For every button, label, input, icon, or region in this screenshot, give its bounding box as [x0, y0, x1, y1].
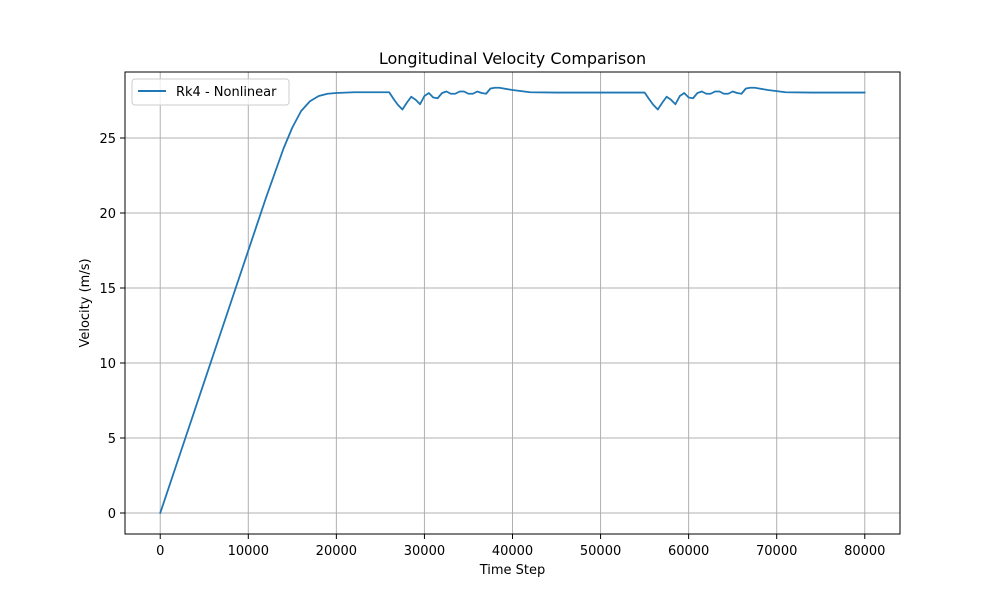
x-tick-label: 0	[156, 544, 164, 559]
y-tick-label: 20	[99, 207, 116, 222]
grid-layer	[125, 72, 900, 534]
x-tick-label: 10000	[228, 544, 269, 559]
x-tick-label: 60000	[668, 544, 709, 559]
x-ticks: 0 10000 20000 30000 40000 50000 60000 70000 8000…	[156, 534, 885, 559]
x-tick-label: 20000	[316, 544, 357, 559]
x-tick-label: 80000	[844, 544, 885, 559]
x-tick-label: 30000	[404, 544, 445, 559]
legend: Rk4 - Nonlinear	[131, 78, 290, 106]
x-axis-label: Time Step	[479, 563, 546, 578]
y-axis-label: Velocity (m/s)	[78, 258, 93, 347]
y-tick-label: 0	[108, 507, 116, 522]
y-tick-label: 10	[99, 357, 116, 372]
chart-title: Longitudinal Velocity Comparison	[379, 49, 646, 68]
y-ticks: 0 5 10 15 20 25	[99, 132, 125, 522]
legend-entry-rk4-nonlinear: Rk4 - Nonlinear	[176, 85, 277, 100]
y-tick-label: 25	[99, 132, 116, 147]
legend-box	[131, 78, 290, 106]
series-layer	[159, 86, 866, 514]
y-tick-label: 15	[99, 282, 116, 297]
x-tick-label: 50000	[580, 544, 621, 559]
series-line-rk4-nonlinear	[159, 86, 866, 514]
y-tick-label: 5	[108, 432, 116, 447]
x-tick-label: 40000	[492, 544, 533, 559]
x-tick-label: 70000	[756, 544, 797, 559]
